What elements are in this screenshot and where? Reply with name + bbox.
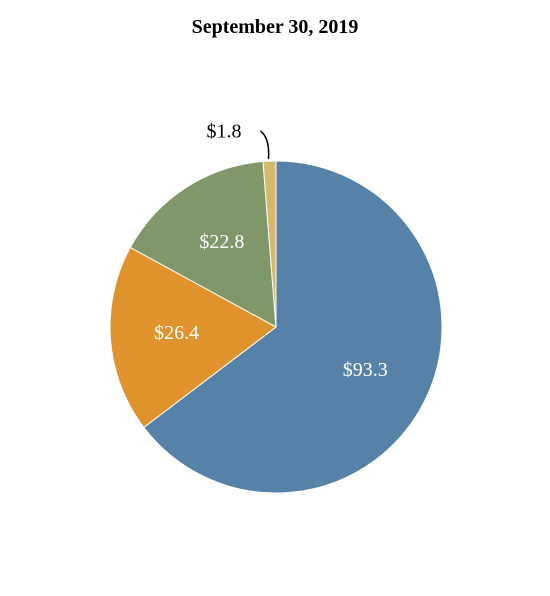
pie-slice-1 bbox=[143, 160, 443, 494]
pie-slice-3 bbox=[129, 160, 277, 328]
slice-value-label: $1.8 bbox=[206, 121, 241, 143]
slice-value-label: $26.4 bbox=[154, 322, 199, 344]
slice-value-label: $22.8 bbox=[199, 231, 244, 253]
pie-slices bbox=[109, 160, 443, 494]
pie-slice-2 bbox=[109, 246, 277, 429]
chart-title: September 30, 2019 bbox=[191, 16, 359, 38]
slice-value-label: $93.3 bbox=[343, 359, 388, 381]
pie-slice-4 bbox=[262, 160, 277, 328]
pie-labels: $93.3 $26.4 $22.8 $1.8 bbox=[154, 121, 388, 381]
callout-leader-line bbox=[260, 130, 270, 160]
